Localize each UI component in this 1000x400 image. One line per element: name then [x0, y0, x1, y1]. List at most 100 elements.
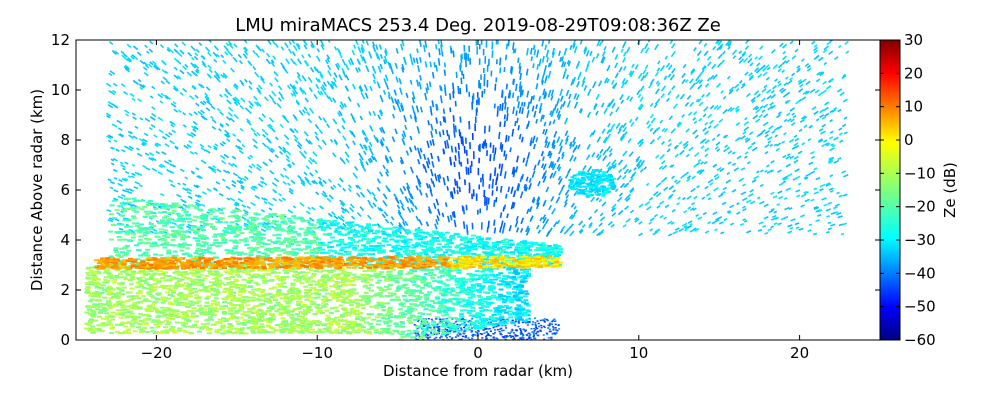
echo-mark: [770, 159, 775, 164]
echo-mark: [176, 224, 182, 227]
echo-mark: [535, 137, 539, 143]
echo-mark: [793, 134, 798, 138]
echo-mark: [127, 57, 132, 63]
echo-mark: [512, 335, 515, 338]
echo-mark: [391, 136, 396, 143]
echo-mark: [260, 78, 266, 84]
echo-mark: [595, 197, 600, 201]
echo-mark: [145, 254, 151, 257]
echo-mark: [573, 156, 577, 162]
echo-mark: [369, 125, 374, 132]
echo-mark: [395, 228, 401, 231]
echo-mark: [223, 231, 229, 234]
echo-mark: [467, 252, 473, 255]
echo-mark: [381, 213, 386, 219]
echo-mark: [435, 104, 439, 111]
echo-mark: [384, 48, 388, 54]
echo-mark: [401, 133, 405, 140]
echo-mark: [672, 230, 679, 235]
echo-mark: [829, 109, 834, 114]
echo-mark: [425, 247, 431, 250]
echo-mark: [209, 226, 215, 229]
echo-mark: [220, 232, 226, 235]
echo-mark: [369, 157, 374, 163]
echo-mark: [126, 43, 132, 49]
echo-mark: [741, 52, 746, 57]
echo-mark: [515, 166, 519, 173]
echo-mark: [512, 202, 516, 209]
echo-mark: [656, 82, 661, 87]
echo-mark: [153, 65, 159, 71]
echo-mark: [529, 95, 534, 104]
echo-mark: [141, 229, 147, 232]
echo-mark: [165, 220, 171, 223]
echo-mark: [168, 159, 173, 163]
echo-mark: [460, 338, 463, 340]
echo-mark: [248, 165, 253, 169]
echo-mark: [622, 126, 627, 133]
echo-mark: [687, 220, 693, 224]
echo-mark: [329, 221, 335, 224]
echo-mark: [430, 178, 434, 184]
echo-mark: [134, 244, 140, 247]
echo-mark: [753, 175, 759, 180]
echo-mark: [578, 220, 584, 226]
echo-mark: [649, 217, 655, 222]
echo-mark: [212, 235, 218, 238]
echo-mark: [443, 62, 447, 68]
echo-mark: [243, 263, 249, 266]
echo-mark: [447, 246, 453, 249]
echo-mark: [308, 232, 314, 235]
echo-mark: [195, 249, 201, 252]
echo-mark: [399, 236, 405, 239]
echo-mark: [423, 253, 429, 256]
echo-mark: [305, 264, 311, 267]
echo-mark: [372, 41, 376, 47]
echo-mark: [269, 169, 275, 175]
echo-mark: [595, 110, 599, 116]
echo-mark: [714, 228, 718, 232]
echo-mark: [276, 227, 282, 230]
echo-mark: [223, 221, 229, 224]
echo-mark: [431, 180, 436, 188]
echo-mark: [606, 133, 611, 140]
echo-mark: [303, 234, 309, 237]
echo-mark: [124, 230, 130, 233]
echo-mark: [781, 60, 787, 65]
echo-mark: [367, 249, 373, 252]
echo-mark: [286, 232, 292, 235]
echo-mark: [720, 231, 725, 235]
echo-mark: [288, 163, 292, 167]
echo-mark: [164, 256, 170, 259]
echo-mark: [459, 333, 462, 336]
echo-mark: [419, 292, 425, 295]
echo-mark: [422, 245, 428, 248]
echo-mark: [477, 245, 483, 248]
echo-mark: [346, 227, 352, 230]
echo-mark: [176, 193, 182, 198]
echo-mark: [559, 104, 564, 110]
echo-mark: [216, 168, 222, 173]
echo-mark: [419, 252, 425, 255]
echo-mark: [191, 219, 197, 222]
echo-mark: [320, 40, 325, 47]
echo-mark: [524, 322, 527, 324]
echo-mark: [705, 92, 711, 98]
echo-mark: [495, 240, 501, 243]
echo-mark: [332, 81, 338, 88]
echo-mark: [441, 51, 444, 57]
echo-mark: [589, 132, 594, 138]
echo-mark: [222, 241, 228, 244]
echo-mark: [135, 206, 141, 209]
echo-mark: [314, 251, 320, 254]
echo-mark: [151, 288, 157, 291]
echo-mark: [361, 238, 367, 241]
echo-mark: [144, 259, 150, 262]
echo-mark: [559, 88, 564, 96]
echo-mark: [301, 54, 305, 59]
echo-mark: [573, 101, 579, 109]
echo-mark: [693, 110, 698, 116]
echo-mark: [400, 245, 406, 248]
echo-mark: [674, 153, 679, 158]
echo-mark: [457, 332, 460, 334]
